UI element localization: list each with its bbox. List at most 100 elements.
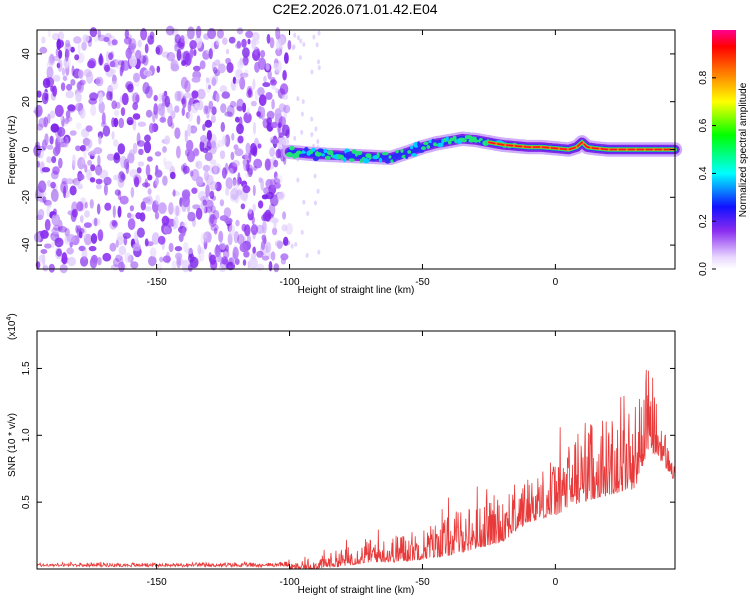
noise-blob [71, 208, 78, 218]
ridge-blob [426, 145, 431, 149]
snr-x-ticks: -150 -100 -50 0 [147, 331, 559, 588]
noise-blob [75, 225, 79, 234]
noise-blob [183, 165, 190, 174]
noise-blob [271, 98, 275, 110]
snr-plot-area [37, 331, 675, 569]
noise-blob [131, 91, 135, 102]
noise-blob [110, 80, 119, 90]
noise-blob [262, 211, 270, 222]
noise-blob [187, 123, 192, 137]
noise-blob [42, 265, 49, 272]
noise-blob [221, 167, 227, 179]
noise-blob [127, 42, 136, 50]
noise-blob [249, 257, 258, 269]
noise-blob [189, 256, 199, 269]
noise-blob [273, 171, 278, 180]
noise-blob [283, 104, 291, 114]
noise-blob [104, 202, 112, 211]
noise-blob [173, 205, 181, 217]
noise-blob [184, 33, 189, 45]
spectrogram-noise-blobs [33, 25, 321, 275]
noise-blob [236, 176, 241, 186]
noise-blob [46, 156, 52, 164]
noise-blob [45, 93, 49, 99]
noise-blob [201, 206, 207, 214]
noise-blob [315, 42, 319, 48]
ridge-blob [299, 153, 304, 158]
ridge-blob [447, 139, 452, 145]
ridge-blob [384, 157, 391, 164]
noise-blob [232, 160, 240, 167]
noise-blob [137, 161, 145, 167]
ridge-blob [388, 155, 392, 159]
noise-blob [245, 172, 250, 178]
noise-blob [221, 256, 229, 265]
noise-blob [135, 212, 142, 220]
noise-blob [187, 111, 193, 122]
noise-blob [51, 213, 61, 226]
noise-blob [223, 207, 232, 218]
noise-blob [298, 55, 302, 61]
noise-blob [50, 123, 60, 133]
noise-blob [269, 178, 276, 189]
noise-blob [234, 186, 244, 196]
noise-blob [52, 33, 60, 41]
noise-blob [199, 249, 205, 262]
noise-blob [73, 36, 82, 44]
noise-blob [52, 208, 57, 216]
noise-blob [127, 83, 134, 93]
noise-blob [114, 189, 121, 196]
noise-blob [230, 100, 237, 108]
x-tick-label: -100 [280, 277, 300, 288]
noise-blob [220, 103, 227, 114]
noise-blob [187, 211, 196, 222]
noise-blob [54, 104, 64, 117]
noise-blob [172, 189, 176, 197]
noise-blob [247, 88, 252, 98]
noise-blob [232, 76, 237, 85]
noise-blob [218, 264, 226, 273]
noise-blob [103, 176, 112, 186]
x-tick-label: -150 [147, 277, 167, 288]
noise-blob [66, 247, 74, 255]
noise-blob [281, 137, 290, 146]
noise-blob [148, 255, 157, 267]
ridge-blob [431, 138, 435, 144]
x-tick-label: -100 [280, 577, 300, 588]
noise-blob [211, 61, 216, 72]
noise-blob [46, 205, 51, 217]
noise-blob [310, 116, 314, 122]
noise-blob [90, 164, 96, 172]
noise-blob [130, 261, 139, 269]
noise-blob [90, 233, 98, 244]
noise-blob [142, 82, 150, 94]
noise-blob [211, 77, 217, 87]
noise-blob [202, 199, 207, 206]
noise-blob [294, 242, 298, 247]
noise-blob [154, 151, 162, 157]
noise-blob [257, 143, 262, 149]
noise-blob [193, 49, 197, 57]
spectrogram-y-ticks: -40 -20 0 20 40 [21, 48, 675, 252]
noise-blob [69, 185, 77, 196]
snr-y-ticks: 0.5 1.0 1.5 [21, 361, 675, 509]
noise-blob [207, 27, 217, 40]
ridge-blob [417, 149, 425, 153]
noise-blob [230, 79, 238, 91]
noise-blob [79, 79, 86, 86]
ridge-blob [395, 149, 399, 154]
noise-blob [225, 187, 230, 196]
noise-blob [36, 123, 44, 131]
noise-blob [211, 106, 217, 116]
noise-blob [236, 105, 243, 111]
noise-blob [204, 145, 212, 151]
noise-blob [84, 201, 88, 209]
colorbar-ticks: 0.0 0.2 0.4 0.6 0.8 [698, 70, 716, 276]
noise-blob [111, 100, 117, 110]
noise-blob [38, 254, 45, 263]
noise-blob [57, 31, 65, 41]
noise-blob [136, 227, 145, 238]
noise-blob [46, 77, 55, 88]
noise-blob [118, 261, 125, 273]
noise-blob [122, 232, 131, 239]
